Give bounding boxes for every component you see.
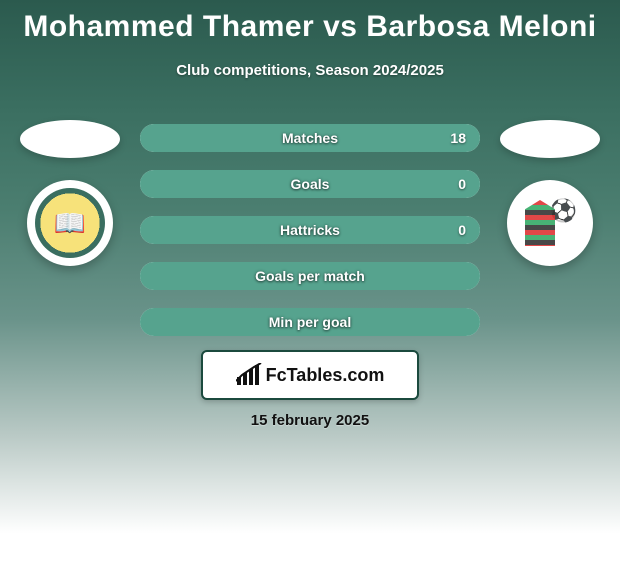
stat-label: Goals [140, 170, 480, 198]
stat-label: Matches [140, 124, 480, 152]
stat-row: Goals per match [140, 262, 480, 290]
brand-card: FcTables.com [201, 350, 419, 400]
stat-label: Min per goal [140, 308, 480, 336]
stat-row: Goals0 [140, 170, 480, 198]
comparison-card: Mohammed Thamer vs Barbosa Meloni Club c… [0, 0, 620, 580]
stat-right-value: 0 [458, 216, 466, 244]
stat-row: Hattricks0 [140, 216, 480, 244]
right-player-avatar-placeholder [500, 120, 600, 158]
brand-text: FcTables.com [266, 365, 385, 386]
football-icon: ⚽ [550, 198, 577, 224]
left-player-avatar-placeholder [20, 120, 120, 158]
right-club-badge: ⚽ [507, 180, 593, 266]
stat-right-value: 18 [450, 124, 466, 152]
left-club-badge-icon: 📖 [35, 188, 105, 258]
left-club-badge: 📖 [27, 180, 113, 266]
stat-right-value: 0 [458, 170, 466, 198]
right-club-badge-icon: ⚽ [515, 188, 585, 258]
subtitle: Club competitions, Season 2024/2025 [0, 62, 620, 79]
stat-row: Matches18 [140, 124, 480, 152]
snapshot-date: 15 february 2025 [0, 412, 620, 429]
left-player-column: 📖 [10, 120, 130, 266]
stat-label: Hattricks [140, 216, 480, 244]
right-player-column: ⚽ [490, 120, 610, 266]
stat-rows: Matches18Goals0Hattricks0Goals per match… [140, 124, 480, 354]
bar-chart-icon [236, 363, 262, 387]
stat-row: Min per goal [140, 308, 480, 336]
book-icon: 📖 [54, 208, 86, 239]
page-title: Mohammed Thamer vs Barbosa Meloni [0, 0, 620, 44]
stat-label: Goals per match [140, 262, 480, 290]
